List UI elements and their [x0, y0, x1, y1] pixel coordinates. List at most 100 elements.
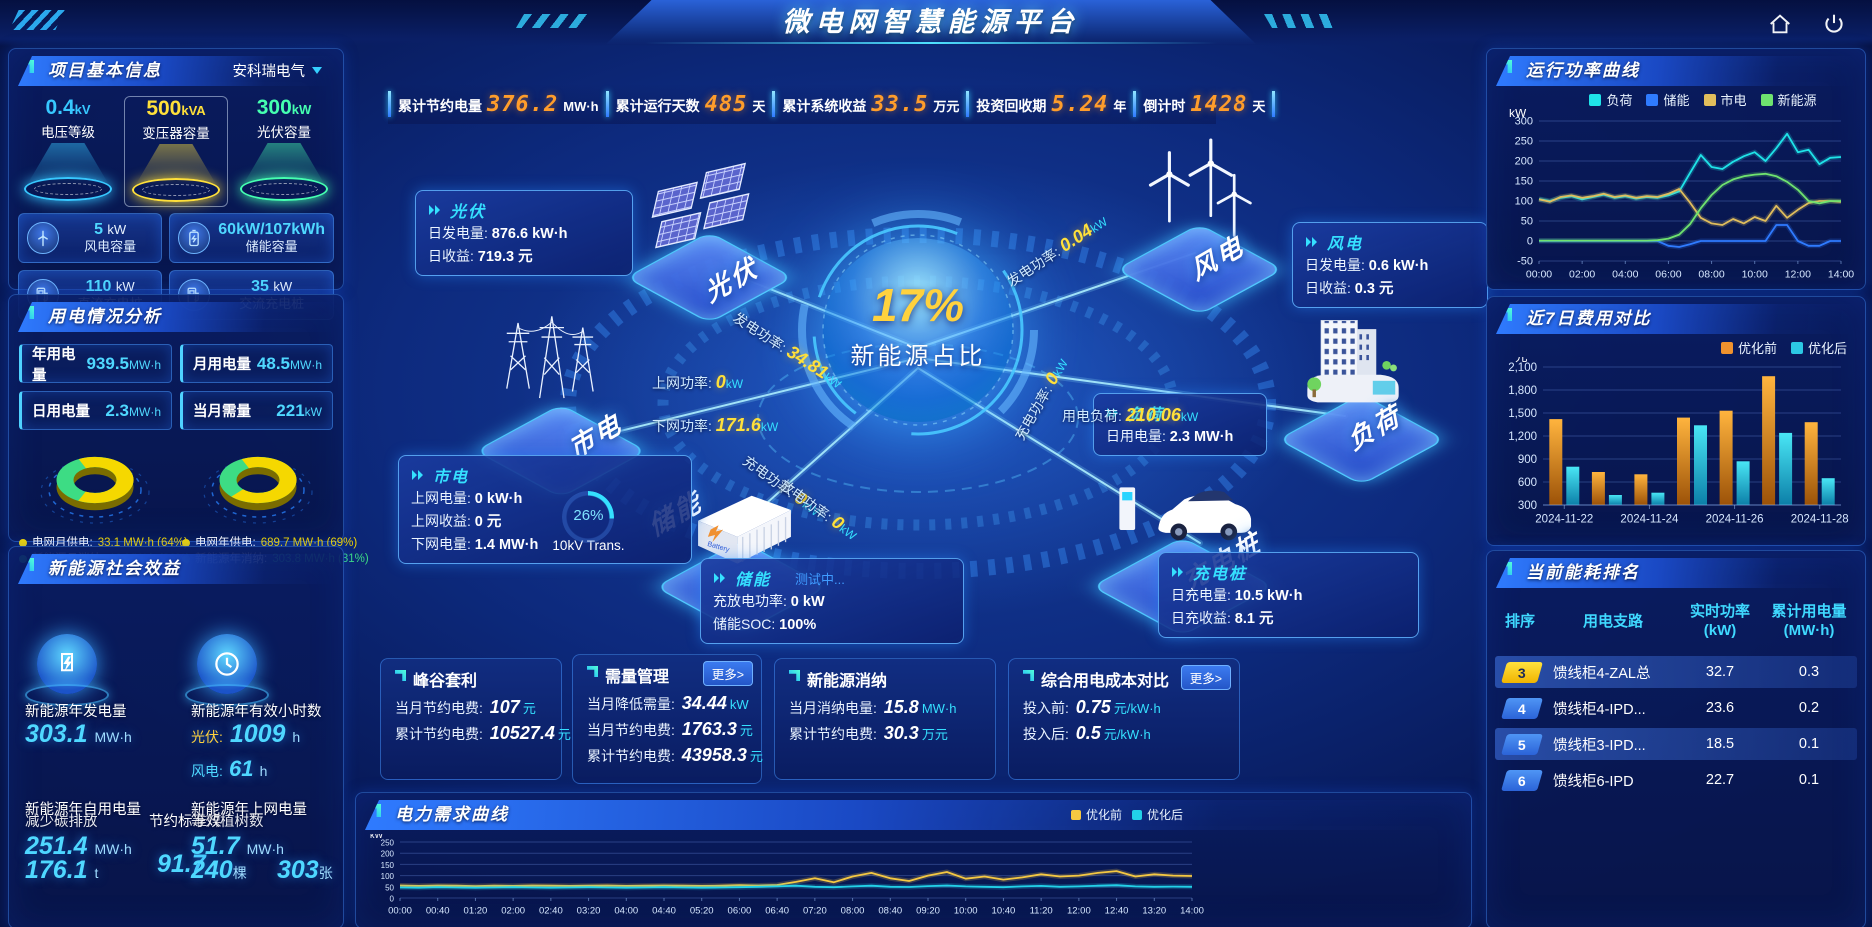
svg-text:10:00: 10:00	[1742, 269, 1768, 281]
svg-text:元: 元	[1515, 357, 1528, 364]
svg-text:2024-11-24: 2024-11-24	[1620, 514, 1679, 526]
panel-header-demand: 电力需求曲线	[365, 800, 1462, 830]
kpi-separator	[966, 91, 970, 117]
info-box-rows: 日发电量: 876.6 kW·h 日收益: 719.3 元	[428, 222, 620, 268]
info-box-row: 日发电量: 876.6 kW·h	[428, 225, 568, 242]
podium-base	[132, 178, 220, 202]
chevron-right-icon	[429, 205, 440, 215]
chevron-right-icon	[412, 470, 423, 480]
svg-text:06:40: 06:40	[765, 906, 789, 917]
home-icon[interactable]	[1764, 8, 1796, 40]
svg-text:1,500: 1,500	[1508, 408, 1537, 420]
info-box-row: 日充收益: 8.1 元	[1171, 610, 1274, 627]
svg-text:03:20: 03:20	[577, 906, 601, 917]
power-icon[interactable]	[1818, 8, 1850, 40]
svg-text:08:00: 08:00	[841, 906, 865, 917]
branch-name: 馈线柜4-ZAL总	[1553, 665, 1651, 682]
table-row-rank-5[interactable]: 5 馈线柜3-IPD... 18.5 0.1	[1495, 728, 1857, 760]
chevron-right-icon	[714, 573, 725, 583]
flow-label-2: 下网功率: 171.6kW	[652, 415, 779, 435]
kpi-unit: MW·h	[563, 98, 599, 114]
capacity-label: 风电容量	[84, 238, 137, 254]
capacity-value: 35	[251, 278, 269, 296]
svg-text:100: 100	[1515, 196, 1533, 208]
usage-stat-value: 48.5MW·h	[256, 353, 322, 373]
card-row: 累计节约电费: 30.3 万元	[789, 723, 948, 743]
usage-stat-1: 月用电量 48.5MW·h	[180, 344, 333, 383]
podium-value: 500kVA	[146, 97, 206, 120]
kpi-value: 485	[704, 91, 748, 117]
kpi-stat-1: 累计运行天数 485 天	[609, 92, 773, 117]
svg-text:0: 0	[1527, 236, 1533, 248]
svg-text:05:20: 05:20	[690, 906, 714, 917]
info-box-rows: 日用电量: 2.3 MW·h	[1106, 425, 1254, 448]
capacity-label: 储能容量	[245, 238, 298, 254]
rank-badge: 3	[1500, 661, 1544, 683]
trees-value: 240棵	[191, 856, 247, 884]
svg-text:10:40: 10:40	[992, 906, 1016, 917]
supply-donut-chart	[202, 456, 313, 524]
kpi-separator	[1272, 91, 1276, 117]
svg-text:07:20: 07:20	[803, 906, 827, 917]
panel-title-ranking: 当前能耗排名	[1526, 563, 1640, 582]
svg-text:150: 150	[381, 861, 395, 870]
transformer-gauge: 26% 10kV Trans.	[552, 490, 624, 553]
capacity-value: 60kW/107kWh	[218, 221, 325, 239]
info-box-rows: 充放电功率: 0 kW 储能SOC: 100%	[713, 590, 951, 636]
panel-project-info: 项目基本信息 安科瑞电气 0.4kV 电压等级 500kVA 变压器容量 300kW 光伏…	[8, 48, 344, 320]
info-box-rows: 上网电量: 0 kW·h 上网收益: 0 元下网电量: 1.4 MW·h	[411, 487, 538, 556]
svg-text:kW: kW	[370, 834, 384, 840]
panel-header-usage: 用电情况分析	[18, 302, 334, 332]
ranking-table-header: 排序 用电支路 实时功率 (kW) 累计用电量 (MW·h)	[1487, 592, 1865, 652]
coal-label: 节约标准煤	[149, 814, 222, 830]
info-box-title-text: 充电桩	[1193, 566, 1248, 583]
capacity-value: 5	[94, 221, 103, 239]
info-box-title-text: 光伏	[450, 204, 487, 221]
header-right-decoration	[1263, 14, 1343, 28]
app-header: 微电网智慧能源平台	[0, 0, 1872, 46]
chevron-right-icon	[1172, 567, 1183, 577]
realtime-power: 18.5	[1705, 736, 1735, 752]
capacity-value: 110	[85, 278, 112, 296]
co2-label: 减少碳排放	[25, 814, 98, 830]
company-select[interactable]: 安科瑞电气	[232, 60, 322, 81]
kpi-bar: 累计节约电量 376.2 MW·h 累计运行天数 485 天累计系统收益 33.5 万元 投资回…	[388, 84, 1276, 124]
kpi-label: 累计运行天数	[615, 97, 700, 114]
company-select-value: 安科瑞电气	[232, 64, 306, 80]
panel-title-demand: 电力需求曲线	[395, 805, 509, 824]
kpi-unit: 年	[1113, 98, 1127, 114]
usage-stat-label: 月用电量	[193, 357, 251, 373]
table-row-rank-4[interactable]: 4 馈线柜4-IPD... 23.6 0.2	[1495, 692, 1857, 724]
info-box-row: 上网电量: 0 kW·h	[411, 490, 523, 507]
svg-text:150: 150	[1515, 176, 1533, 188]
coal-value: 91.7 t	[157, 850, 217, 878]
kpi-unit: 天	[752, 98, 766, 114]
wind-turbine-icon	[27, 222, 59, 254]
trees-label: 等效植树数	[191, 814, 264, 830]
panel-usage-analysis: 用电情况分析 年用电量 939.5MW·h 月用电量 48.5MW·h 日用电量 2.3M…	[8, 294, 369, 565]
usage-stat-label: 日用电量	[32, 404, 90, 420]
info-box-title: 充电桩	[1171, 560, 1406, 584]
more-button[interactable]: 更多>	[1180, 665, 1231, 690]
info-box-title: 光伏	[428, 198, 620, 222]
kpi-stat-2: 累计系统收益 33.5 万元	[775, 92, 966, 117]
svg-text:01:20: 01:20	[464, 906, 488, 917]
svg-text:50: 50	[385, 883, 394, 892]
legend-item: 优化前	[1720, 338, 1777, 357]
info-box-row: 日收益: 719.3 元	[428, 248, 533, 265]
svg-text:1,800: 1,800	[1508, 385, 1537, 397]
info-box-storage: 储能 测试中... 充放电功率: 0 kW 储能SOC: 100%	[700, 558, 964, 644]
info-box-row: 日收益: 0.3 元	[1305, 280, 1394, 297]
power-curve-chart: -50 0 50 100 150 200 250 300 kW 00:00 02:00 04:00 06…	[1487, 106, 1865, 296]
pv-hours-value: 光伏: 1009 h	[191, 720, 301, 748]
svg-text:600: 600	[1518, 477, 1537, 489]
flow-label-6: 用电负荷: 210.06kW	[1062, 405, 1199, 425]
table-row-rank-3[interactable]: 3 馈线柜4-ZAL总 32.7 0.3	[1495, 656, 1857, 688]
table-row-rank-6[interactable]: 6 馈线柜6-IPD 22.7 0.1	[1495, 764, 1857, 796]
flow-label-4: 放电功率: 0kW	[777, 476, 859, 543]
more-button[interactable]: 更多>	[702, 661, 753, 686]
svg-text:04:00: 04:00	[1612, 269, 1638, 281]
panel-demand-curve: 电力需求曲线 优化前 优化后 0 50 100 150 200 250 kW 00:00 00:4…	[355, 792, 1472, 927]
panel-title-usage: 用电情况分析	[48, 307, 162, 326]
